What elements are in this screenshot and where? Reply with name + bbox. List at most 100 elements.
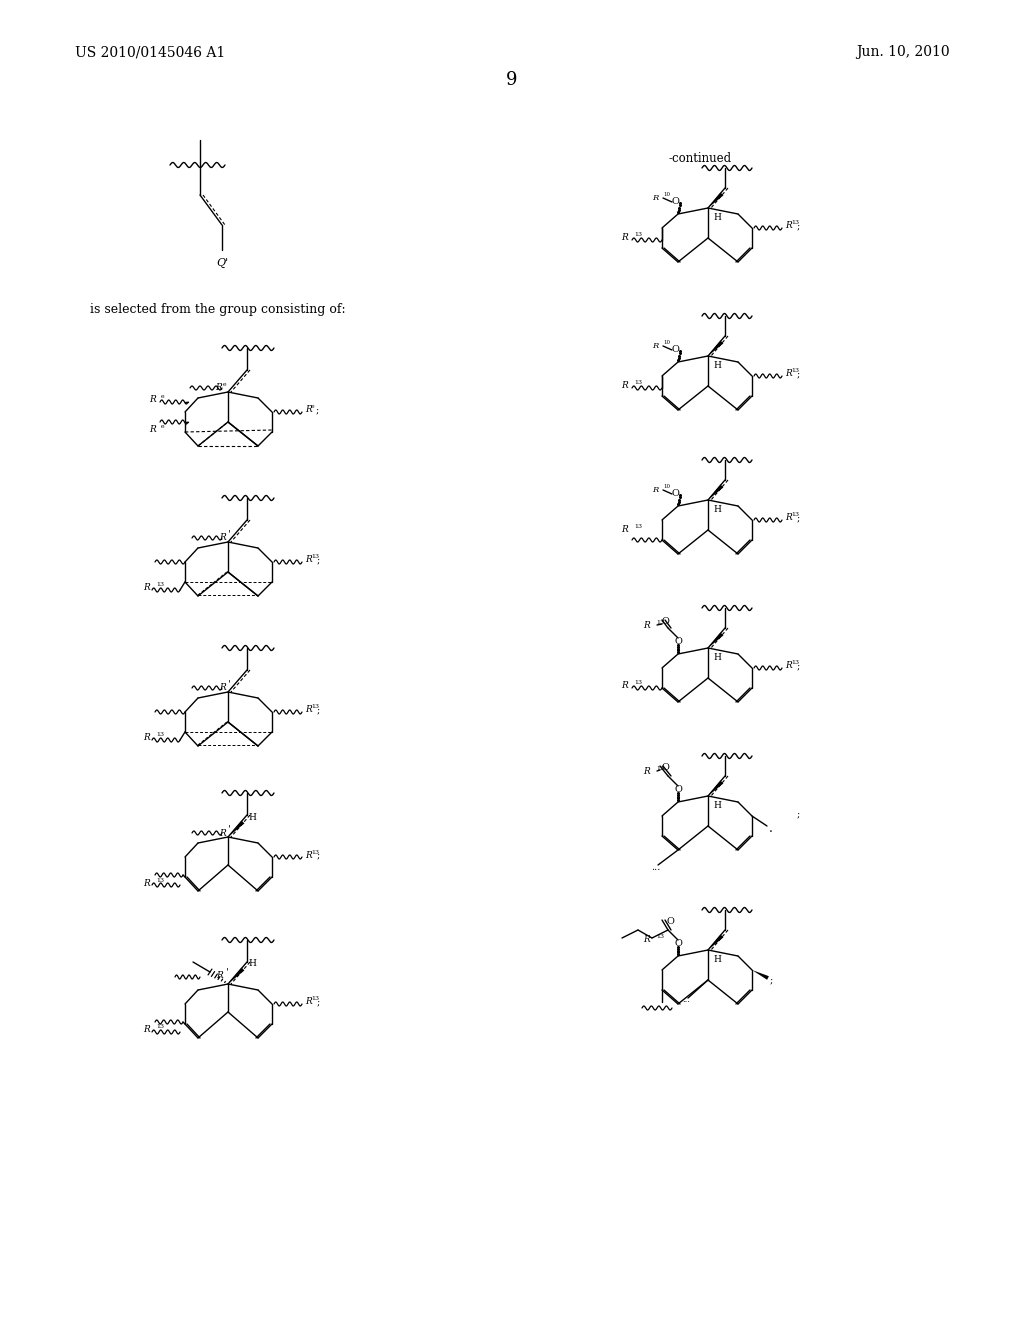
Text: H: H: [248, 960, 256, 969]
Text: R: R: [219, 533, 226, 543]
Text: R: R: [785, 370, 792, 379]
Text: O: O: [674, 785, 682, 795]
Text: R: R: [305, 850, 311, 859]
Text: R: R: [219, 829, 226, 837]
Text: e: e: [223, 381, 226, 387]
Text: R: R: [305, 705, 311, 714]
Text: ;: ;: [317, 998, 321, 1006]
Text: R: R: [143, 734, 150, 742]
Polygon shape: [752, 970, 769, 979]
Text: 13: 13: [791, 368, 799, 374]
Text: O: O: [674, 638, 682, 647]
Text: R: R: [150, 396, 156, 404]
Text: 13: 13: [791, 660, 799, 665]
Text: R: R: [305, 556, 311, 565]
Text: H: H: [713, 954, 721, 964]
Text: US 2010/0145046 A1: US 2010/0145046 A1: [75, 45, 225, 59]
Polygon shape: [708, 341, 723, 356]
Text: 13: 13: [656, 935, 664, 940]
Polygon shape: [228, 821, 245, 837]
Text: 12: 12: [656, 766, 664, 771]
Text: O: O: [671, 490, 679, 499]
Text: R: R: [150, 425, 156, 434]
Text: H: H: [713, 801, 721, 810]
Text: ;: ;: [317, 850, 321, 859]
Text: 13: 13: [634, 232, 642, 238]
Text: ;: ;: [770, 975, 773, 985]
Polygon shape: [708, 193, 723, 209]
Text: O: O: [671, 346, 679, 355]
Text: .: .: [769, 821, 773, 834]
Text: 13: 13: [791, 220, 799, 226]
Text: 13: 13: [311, 554, 319, 560]
Text: R: R: [785, 513, 792, 523]
Text: 13: 13: [634, 681, 642, 685]
Text: -continued: -continued: [669, 152, 731, 165]
Text: ;: ;: [797, 661, 800, 671]
Text: ;: ;: [797, 222, 800, 231]
Text: H: H: [713, 213, 721, 222]
Text: R: R: [305, 405, 311, 414]
Text: R: R: [785, 222, 792, 231]
Text: H: H: [713, 360, 721, 370]
Text: R: R: [643, 936, 650, 945]
Polygon shape: [708, 632, 723, 648]
Text: 13: 13: [311, 997, 319, 1002]
Text: R: R: [219, 684, 226, 693]
Text: ...: ...: [682, 997, 690, 1005]
Text: R: R: [785, 661, 792, 671]
Text: 13: 13: [634, 380, 642, 385]
Text: O: O: [662, 763, 669, 772]
Text: ': ': [228, 680, 230, 689]
Text: 10: 10: [663, 193, 670, 198]
Text: 13: 13: [156, 733, 164, 738]
Text: R: R: [143, 879, 150, 887]
Text: R: R: [215, 383, 222, 392]
Text: 13: 13: [311, 850, 319, 854]
Text: Jun. 10, 2010: Jun. 10, 2010: [856, 45, 950, 59]
Text: 13: 13: [156, 878, 164, 883]
Text: 13: 13: [156, 582, 164, 587]
Text: H: H: [713, 506, 721, 513]
Text: R: R: [643, 767, 650, 776]
Text: e: e: [311, 404, 314, 409]
Text: 13: 13: [791, 512, 799, 517]
Text: R: R: [305, 998, 311, 1006]
Text: 13: 13: [311, 705, 319, 710]
Text: ': ': [228, 825, 230, 833]
Text: 13: 13: [156, 1024, 164, 1030]
Text: R: R: [643, 620, 650, 630]
Text: 10: 10: [663, 484, 670, 490]
Text: 9: 9: [506, 71, 518, 88]
Text: ;: ;: [797, 809, 800, 818]
Text: R: R: [622, 525, 628, 535]
Text: R: R: [216, 972, 223, 981]
Polygon shape: [708, 780, 723, 796]
Text: R: R: [622, 681, 628, 690]
Text: ;: ;: [317, 705, 321, 714]
Text: ...: ...: [651, 863, 660, 873]
Text: ': ': [226, 968, 228, 977]
Text: H: H: [713, 653, 721, 663]
Text: e: e: [161, 395, 165, 400]
Text: O: O: [674, 940, 682, 949]
Text: R: R: [651, 342, 658, 350]
Text: e: e: [161, 425, 165, 429]
Text: 10: 10: [663, 341, 670, 346]
Text: ;: ;: [317, 556, 321, 565]
Text: R: R: [143, 583, 150, 593]
Text: 13: 13: [656, 619, 664, 624]
Text: O: O: [666, 917, 674, 927]
Text: ;: ;: [797, 370, 800, 379]
Text: O: O: [662, 618, 669, 627]
Polygon shape: [708, 935, 723, 950]
Polygon shape: [228, 968, 245, 983]
Text: H: H: [248, 813, 256, 821]
Text: R: R: [651, 194, 658, 202]
Text: R: R: [143, 1026, 150, 1035]
Text: O: O: [671, 198, 679, 206]
Text: Q': Q': [216, 257, 228, 268]
Polygon shape: [708, 484, 723, 500]
Text: ': ': [228, 529, 230, 539]
Text: ;: ;: [316, 405, 319, 414]
